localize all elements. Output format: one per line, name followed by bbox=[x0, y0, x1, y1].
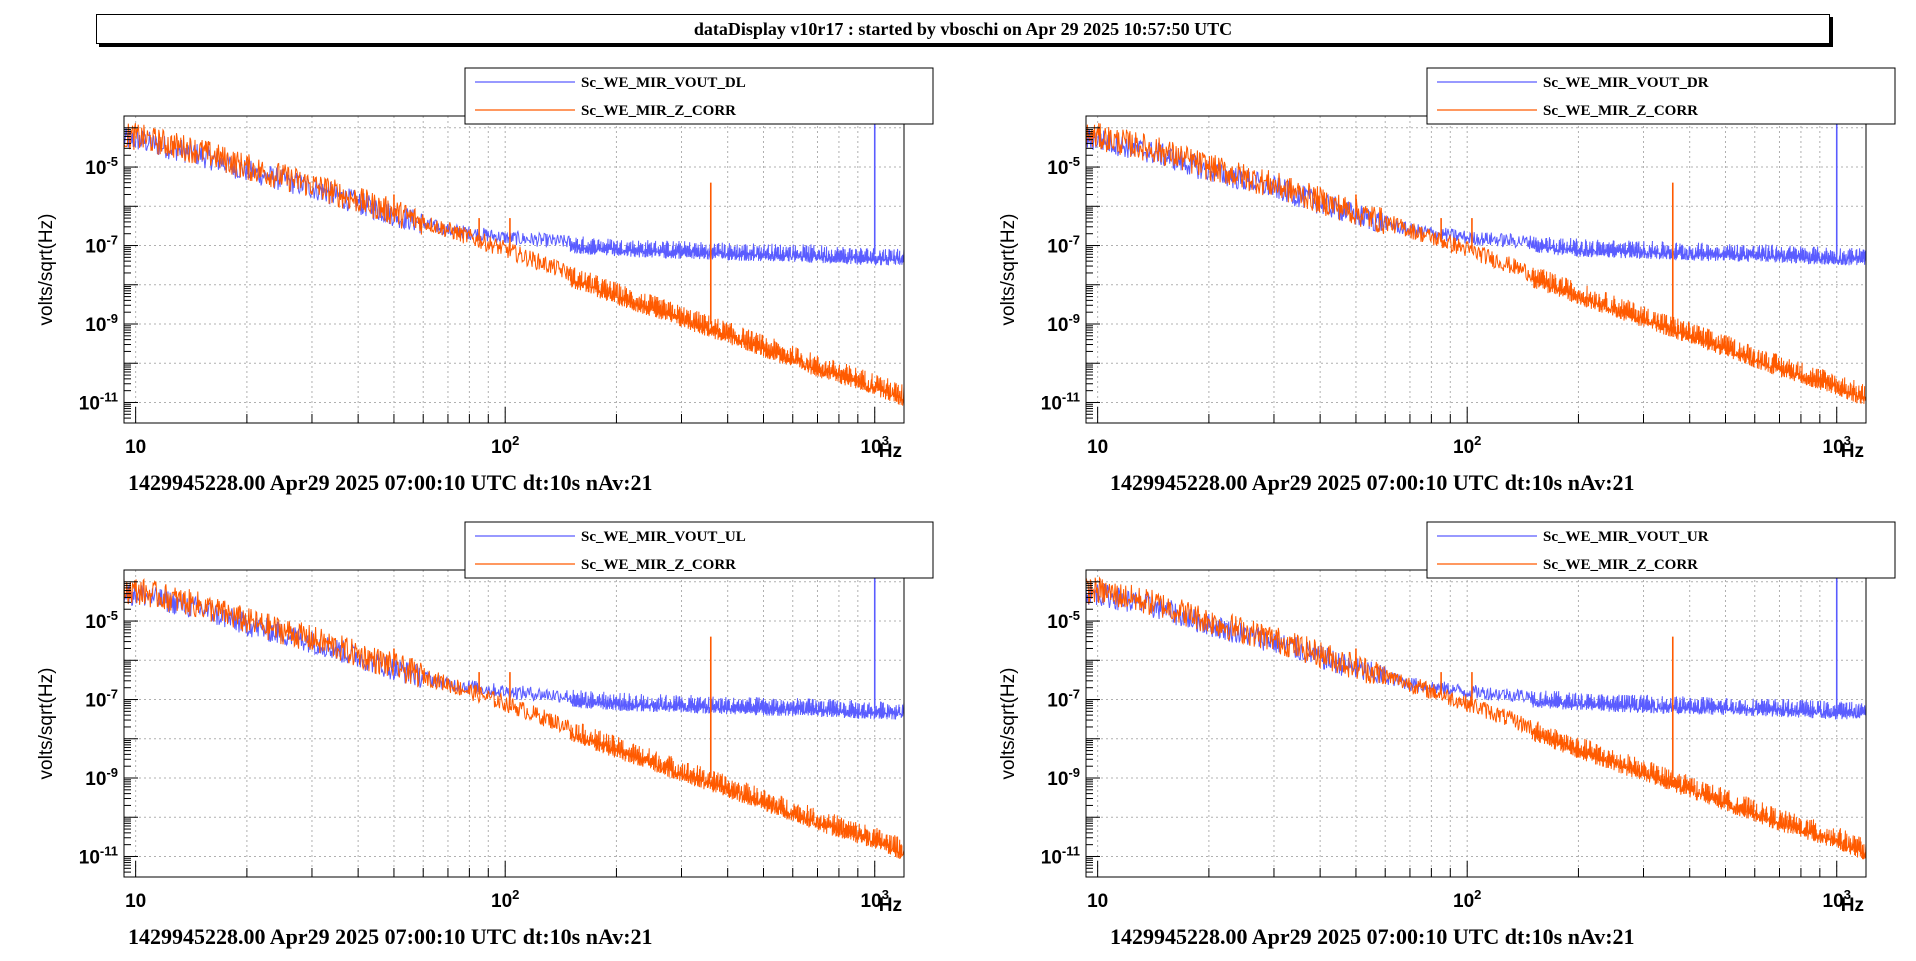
plot-grid bbox=[1086, 116, 1866, 423]
series-group bbox=[1086, 120, 1866, 404]
x-axis-unit: Hz bbox=[1841, 441, 1864, 462]
x-tick-label: 102 bbox=[491, 433, 519, 458]
legend-entry: Sc_WE_MIR_Z_CORR bbox=[581, 103, 736, 119]
series-group bbox=[124, 574, 904, 859]
x-tick-label: 103 bbox=[861, 433, 889, 458]
x-axis-unit: Hz bbox=[879, 441, 902, 462]
y-tick-label: 10-11 bbox=[79, 389, 118, 414]
y-tick-label: 10-9 bbox=[1047, 311, 1080, 336]
plot-footer: 1429945228.00 Apr29 2025 07:00:10 UTC dt… bbox=[128, 924, 653, 949]
series-group bbox=[1086, 574, 1866, 860]
series-line-z-corr bbox=[124, 123, 904, 406]
x-tick-label: 10 bbox=[1087, 437, 1108, 458]
y-axis-label: volts/sqrt(Hz) bbox=[36, 668, 57, 780]
legend: Sc_WE_MIR_VOUT_DR Sc_WE_MIR_Z_CORR bbox=[1426, 67, 1896, 125]
series-line-z-corr bbox=[1086, 576, 1866, 860]
y-tick-label: 10-5 bbox=[85, 608, 118, 633]
plot-grid bbox=[1086, 570, 1866, 877]
legend-entry: Sc_WE_MIR_VOUT_DR bbox=[1543, 75, 1709, 91]
y-tick-label: 10-9 bbox=[1047, 765, 1080, 790]
y-tick-label: 10-11 bbox=[1041, 389, 1080, 414]
x-tick-label: 10 bbox=[125, 891, 146, 912]
x-axis-unit: Hz bbox=[879, 895, 902, 916]
legend-box bbox=[464, 67, 934, 125]
legend: Sc_WE_MIR_VOUT_UR Sc_WE_MIR_Z_CORR bbox=[1426, 521, 1896, 579]
legend-entry: Sc_WE_MIR_VOUT_UR bbox=[1543, 529, 1709, 545]
x-tick-label: 102 bbox=[491, 887, 519, 912]
x-tick-label: 103 bbox=[1823, 433, 1851, 458]
plot-grid bbox=[124, 116, 904, 423]
plot-footer: 1429945228.00 Apr29 2025 07:00:10 UTC dt… bbox=[1110, 470, 1635, 495]
series-line-vout bbox=[124, 127, 904, 266]
series-group bbox=[124, 120, 904, 406]
legend: Sc_WE_MIR_VOUT_DL Sc_WE_MIR_Z_CORR bbox=[464, 67, 934, 125]
y-axis-label: volts/sqrt(Hz) bbox=[36, 214, 57, 326]
legend-entry: Sc_WE_MIR_Z_CORR bbox=[1543, 103, 1698, 119]
x-tick-label: 103 bbox=[861, 887, 889, 912]
y-axis-label: volts/sqrt(Hz) bbox=[998, 214, 1019, 326]
legend-box bbox=[1426, 67, 1896, 125]
series-line-vout bbox=[1086, 583, 1866, 720]
y-tick-label: 10-7 bbox=[85, 233, 118, 258]
plot-frame bbox=[1085, 569, 1867, 878]
legend-entry: Sc_WE_MIR_Z_CORR bbox=[581, 557, 736, 573]
y-tick-label: 10-11 bbox=[1041, 843, 1080, 868]
legend-box bbox=[464, 521, 934, 579]
plot-footer: 1429945228.00 Apr29 2025 07:00:10 UTC dt… bbox=[128, 470, 653, 495]
x-tick-label: 10 bbox=[125, 437, 146, 458]
y-tick-label: 10-7 bbox=[85, 687, 118, 712]
y-tick-label: 10-9 bbox=[85, 311, 118, 336]
y-tick-label: 10-7 bbox=[1047, 687, 1080, 712]
legend-box bbox=[1426, 521, 1896, 579]
plot-footer: 1429945228.00 Apr29 2025 07:00:10 UTC dt… bbox=[1110, 924, 1635, 949]
page-title-banner: dataDisplay v10r17 : started by vboschi … bbox=[96, 14, 1830, 44]
series-line-vout bbox=[1086, 128, 1866, 266]
legend: Sc_WE_MIR_VOUT_UL Sc_WE_MIR_Z_CORR bbox=[464, 521, 934, 579]
series-line-z-corr bbox=[124, 577, 904, 859]
plot-frame bbox=[1085, 115, 1867, 424]
x-tick-label: 102 bbox=[1453, 433, 1481, 458]
y-tick-label: 10-5 bbox=[1047, 608, 1080, 633]
y-tick-label: 10-9 bbox=[85, 765, 118, 790]
legend-entry: Sc_WE_MIR_VOUT_UL bbox=[581, 529, 746, 545]
y-tick-label: 10-11 bbox=[79, 843, 118, 868]
series-line-z-corr bbox=[1086, 123, 1866, 404]
x-tick-label: 102 bbox=[1453, 887, 1481, 912]
legend-entry: Sc_WE_MIR_VOUT_DL bbox=[581, 75, 746, 91]
y-axis-label: volts/sqrt(Hz) bbox=[998, 668, 1019, 780]
x-tick-label: 103 bbox=[1823, 887, 1851, 912]
x-axis-unit: Hz bbox=[1841, 895, 1864, 916]
y-tick-label: 10-7 bbox=[1047, 233, 1080, 258]
x-tick-label: 10 bbox=[1087, 891, 1108, 912]
legend-entry: Sc_WE_MIR_Z_CORR bbox=[1543, 557, 1698, 573]
y-tick-label: 10-5 bbox=[1047, 154, 1080, 179]
y-tick-label: 10-5 bbox=[85, 154, 118, 179]
